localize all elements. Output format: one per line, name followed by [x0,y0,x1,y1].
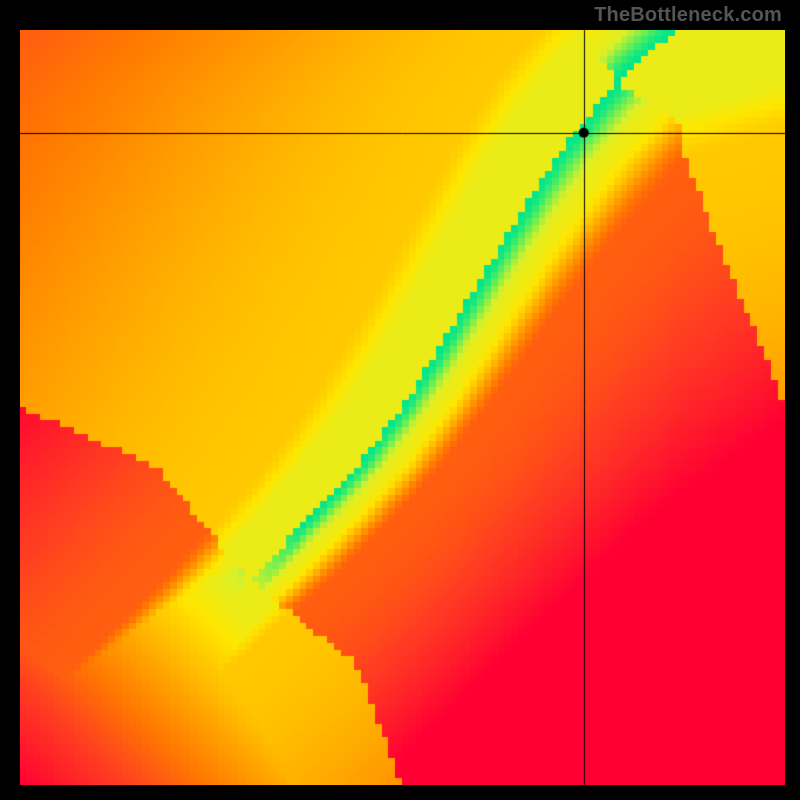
bottleneck-plot-container [20,30,785,785]
bottleneck-heatmap [20,30,785,785]
watermark-text: TheBottleneck.com [594,4,782,27]
stage: TheBottleneck.com [0,0,800,800]
